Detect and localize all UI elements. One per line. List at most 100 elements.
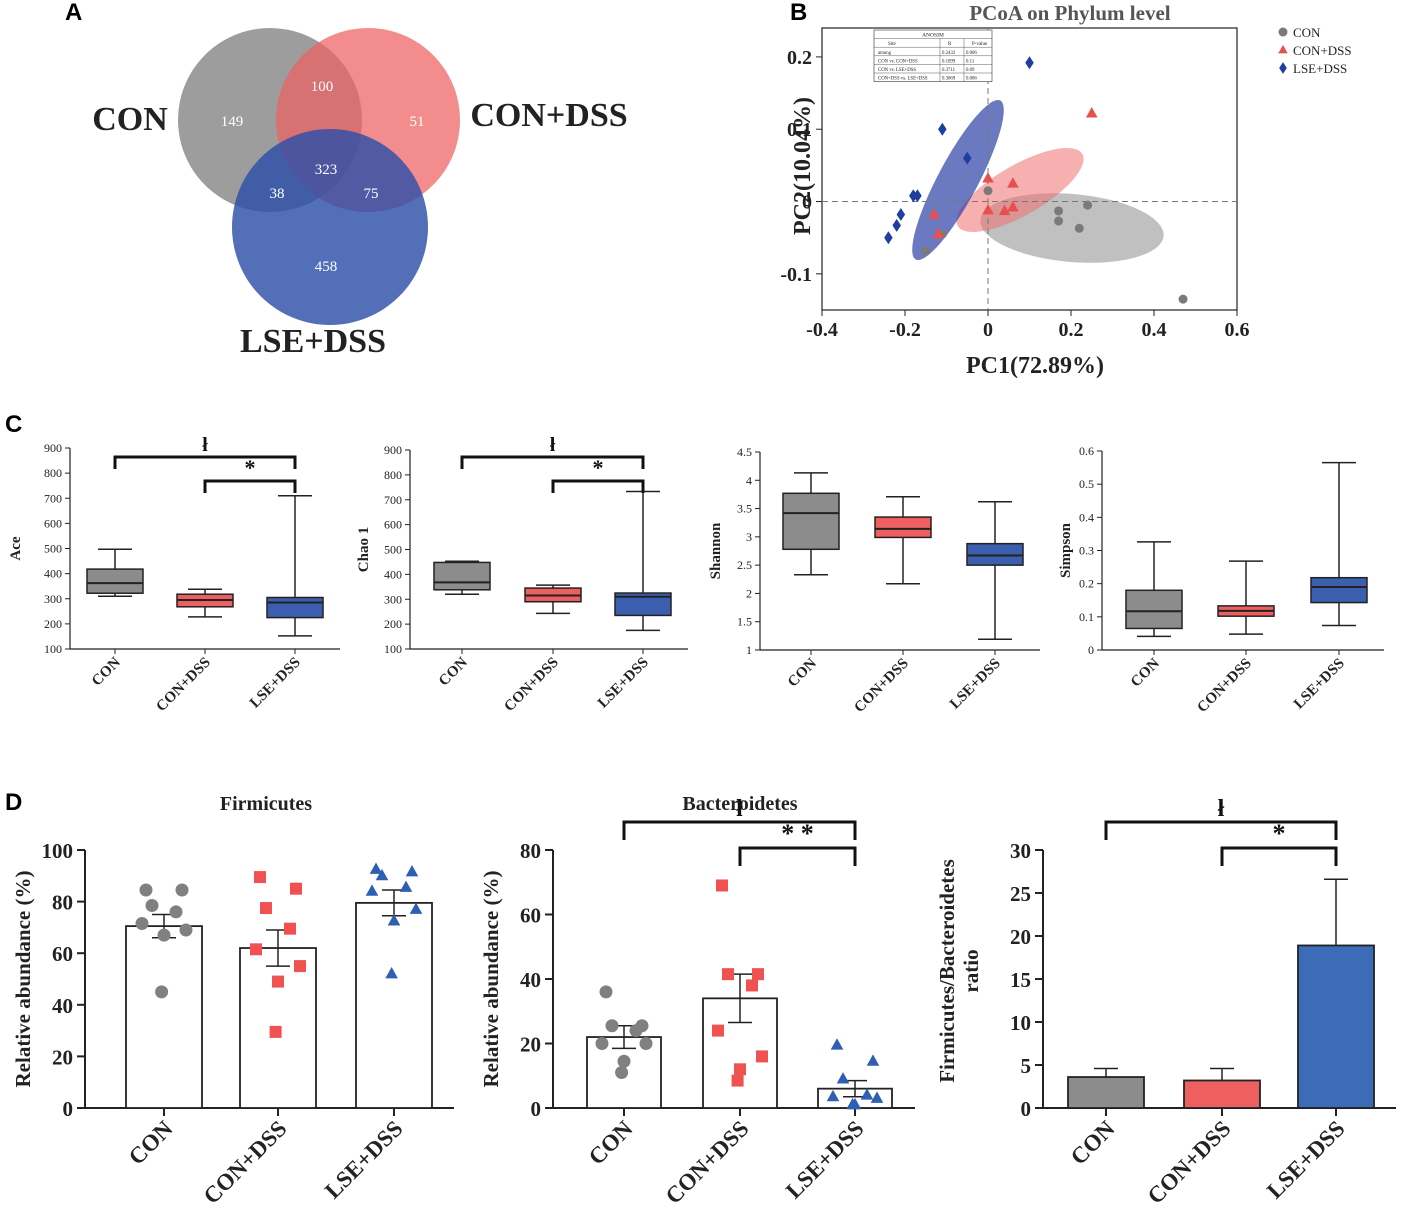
data-point-con-dss [250, 943, 262, 956]
y-axis-label: Relative abundance (%) [479, 871, 503, 1088]
anosim-cell: CON vs. LSE+DSS [878, 68, 916, 73]
data-point-con [145, 898, 159, 912]
y-tick-label: 300 [44, 592, 62, 606]
pcoa-y-tick-label: 0.1 [787, 119, 812, 141]
anosim-cell: 0.09 [966, 68, 975, 73]
pcoa-points [884, 56, 1188, 304]
pcoa-y-axis-label: PC2(10.04%) [790, 97, 816, 235]
data-point-lse-dss [860, 1088, 874, 1100]
pcoa-point-lse-dss [1025, 56, 1034, 70]
data-point-con [135, 917, 149, 931]
venn-count-lse-only: 458 [315, 259, 338, 275]
y-tick-label: 300 [384, 592, 402, 606]
pcoa-point-con [1074, 223, 1084, 233]
y-tick-label: 400 [44, 567, 62, 581]
data-point-con-dss [254, 871, 266, 884]
y-tick-label: 0 [1088, 643, 1094, 657]
data-point-con [615, 1066, 629, 1080]
data-point-con-dss [746, 979, 758, 992]
sig-bracket-outer-line [113, 455, 297, 469]
venn-count-dss-lse: 75 [364, 186, 379, 202]
pcoa-point-con [1054, 216, 1064, 226]
panel-label-b: B [790, 0, 807, 26]
y-tick-label: 4 [746, 473, 752, 487]
y-tick-label: 60 [520, 904, 541, 928]
x-tick-label: CON [436, 654, 471, 689]
pcoa-point-con [1083, 200, 1093, 210]
y-axis-label: Relative abundance (%) [11, 871, 35, 1088]
pcoa-point-con-dss [928, 208, 940, 219]
box-lse-dss [966, 542, 1024, 566]
bar-con-dss [1183, 1079, 1261, 1109]
pcoa-point-lse-dss [892, 218, 901, 232]
y-tick-label: 0 [1021, 1097, 1032, 1121]
boxplot-shannon: 1 1.5 2 2.5 3 3.5 4 4.5 Shannon CON CON+DSS LSE+DSS [708, 445, 1040, 716]
x-tick-label: CON [124, 1116, 178, 1170]
boxplot-chao1: 100 200 300 400 500 600 700 800 900 Chao 1 CON CON+… [356, 434, 688, 715]
anosim-cell: among [878, 51, 892, 56]
anosim-cell: 0.11 [966, 59, 975, 64]
pcoa-y-tick-label: 0 [802, 192, 812, 214]
data-point-con [599, 985, 613, 999]
box-con [433, 561, 491, 591]
pcoa-point-con-dss [998, 204, 1011, 216]
legend-label: LSE+DSS [1293, 61, 1347, 76]
sig-bracket-inner-label: * * [781, 819, 814, 848]
venn-circle-lse-dss [232, 129, 428, 325]
sig-bracket-outer-label: ł [202, 434, 208, 456]
y-tick-label: 0.1 [1079, 610, 1094, 624]
pcoa-axes: -0.4 -0.2 0 0.2 0.4 0.6 -0.1 0 0.1 0.2 [780, 27, 1250, 341]
data-point-con-dss [734, 1063, 746, 1076]
x-tick-label: LSE+DSS [1262, 1116, 1350, 1204]
legend-marker-con [1278, 27, 1288, 37]
data-point-lse-dss [375, 868, 389, 881]
sig-bracket-outer-label: ł [736, 796, 743, 822]
y-tick-label: 900 [44, 441, 62, 455]
pcoa-ellipses [912, 99, 1164, 263]
data-point-con-dss [722, 968, 734, 981]
box-con [782, 492, 840, 551]
legend-marker-lse-dss [1279, 62, 1287, 74]
legend-label: CON [1293, 25, 1321, 40]
data-point-con [179, 923, 193, 937]
anosim-header: R [948, 42, 952, 47]
data-point-con-dss [752, 968, 764, 981]
pcoa-point-con-dss [982, 172, 994, 183]
x-tick-label: LSE+DSS [1291, 656, 1348, 713]
data-point-lse-dss [866, 1054, 880, 1066]
y-tick-label: 60 [52, 942, 73, 966]
pcoa-point-lse-dss [913, 189, 922, 203]
pcoa-point-con-dss [1007, 200, 1019, 212]
data-point-con-dss [269, 1025, 282, 1038]
pcoa-x-tick-label: -0.2 [889, 319, 921, 341]
x-tick-label: LSE+DSS [320, 1116, 408, 1204]
barchart-bacteroidetes: Bacteroidetes 0 20 40 60 80 Relative abundance… [479, 793, 915, 1209]
chart-title: Bacteroidetes [682, 793, 797, 815]
legend-label: CON+DSS [1293, 43, 1352, 58]
venn-set-label-con-dss: CON+DSS [470, 97, 627, 134]
pcoa-x-tick-label: 0 [983, 319, 993, 341]
data-point-lse-dss [830, 1038, 844, 1050]
venn-count-con-dss: 100 [311, 79, 334, 95]
x-tick-label: LSE+DSS [947, 656, 1004, 713]
anosim-cell: 0.2432 [942, 51, 956, 56]
x-tick-label: LSE+DSS [247, 655, 304, 712]
pcoa-point-con [1054, 206, 1064, 216]
y-tick-label: 80 [52, 891, 73, 915]
data-point-con [175, 883, 189, 897]
y-tick-label: 25 [1010, 882, 1031, 906]
y-tick-label: 40 [52, 994, 73, 1018]
pcoa-x-tick-label: 0.2 [1059, 319, 1084, 341]
y-tick-label: 20 [52, 1045, 73, 1069]
pcoa-y-tick-label: 0.2 [787, 47, 812, 69]
data-point-lse-dss [365, 884, 379, 896]
alpha-diversity-boxplots: 100 200 300 400 500 600 700 800 900 Ace CON CON+DSS… [8, 434, 1384, 716]
data-point-con [139, 883, 153, 897]
y-tick-label: 0.3 [1079, 544, 1094, 558]
y-axis-label: Chao 1 [356, 527, 372, 572]
pcoa-point-con [1178, 294, 1188, 304]
sig-bracket-outer-label: ł [550, 434, 556, 456]
x-tick-label: CON [584, 1116, 638, 1170]
y-tick-label: 2 [746, 586, 752, 600]
data-point-lse-dss [826, 1089, 840, 1102]
